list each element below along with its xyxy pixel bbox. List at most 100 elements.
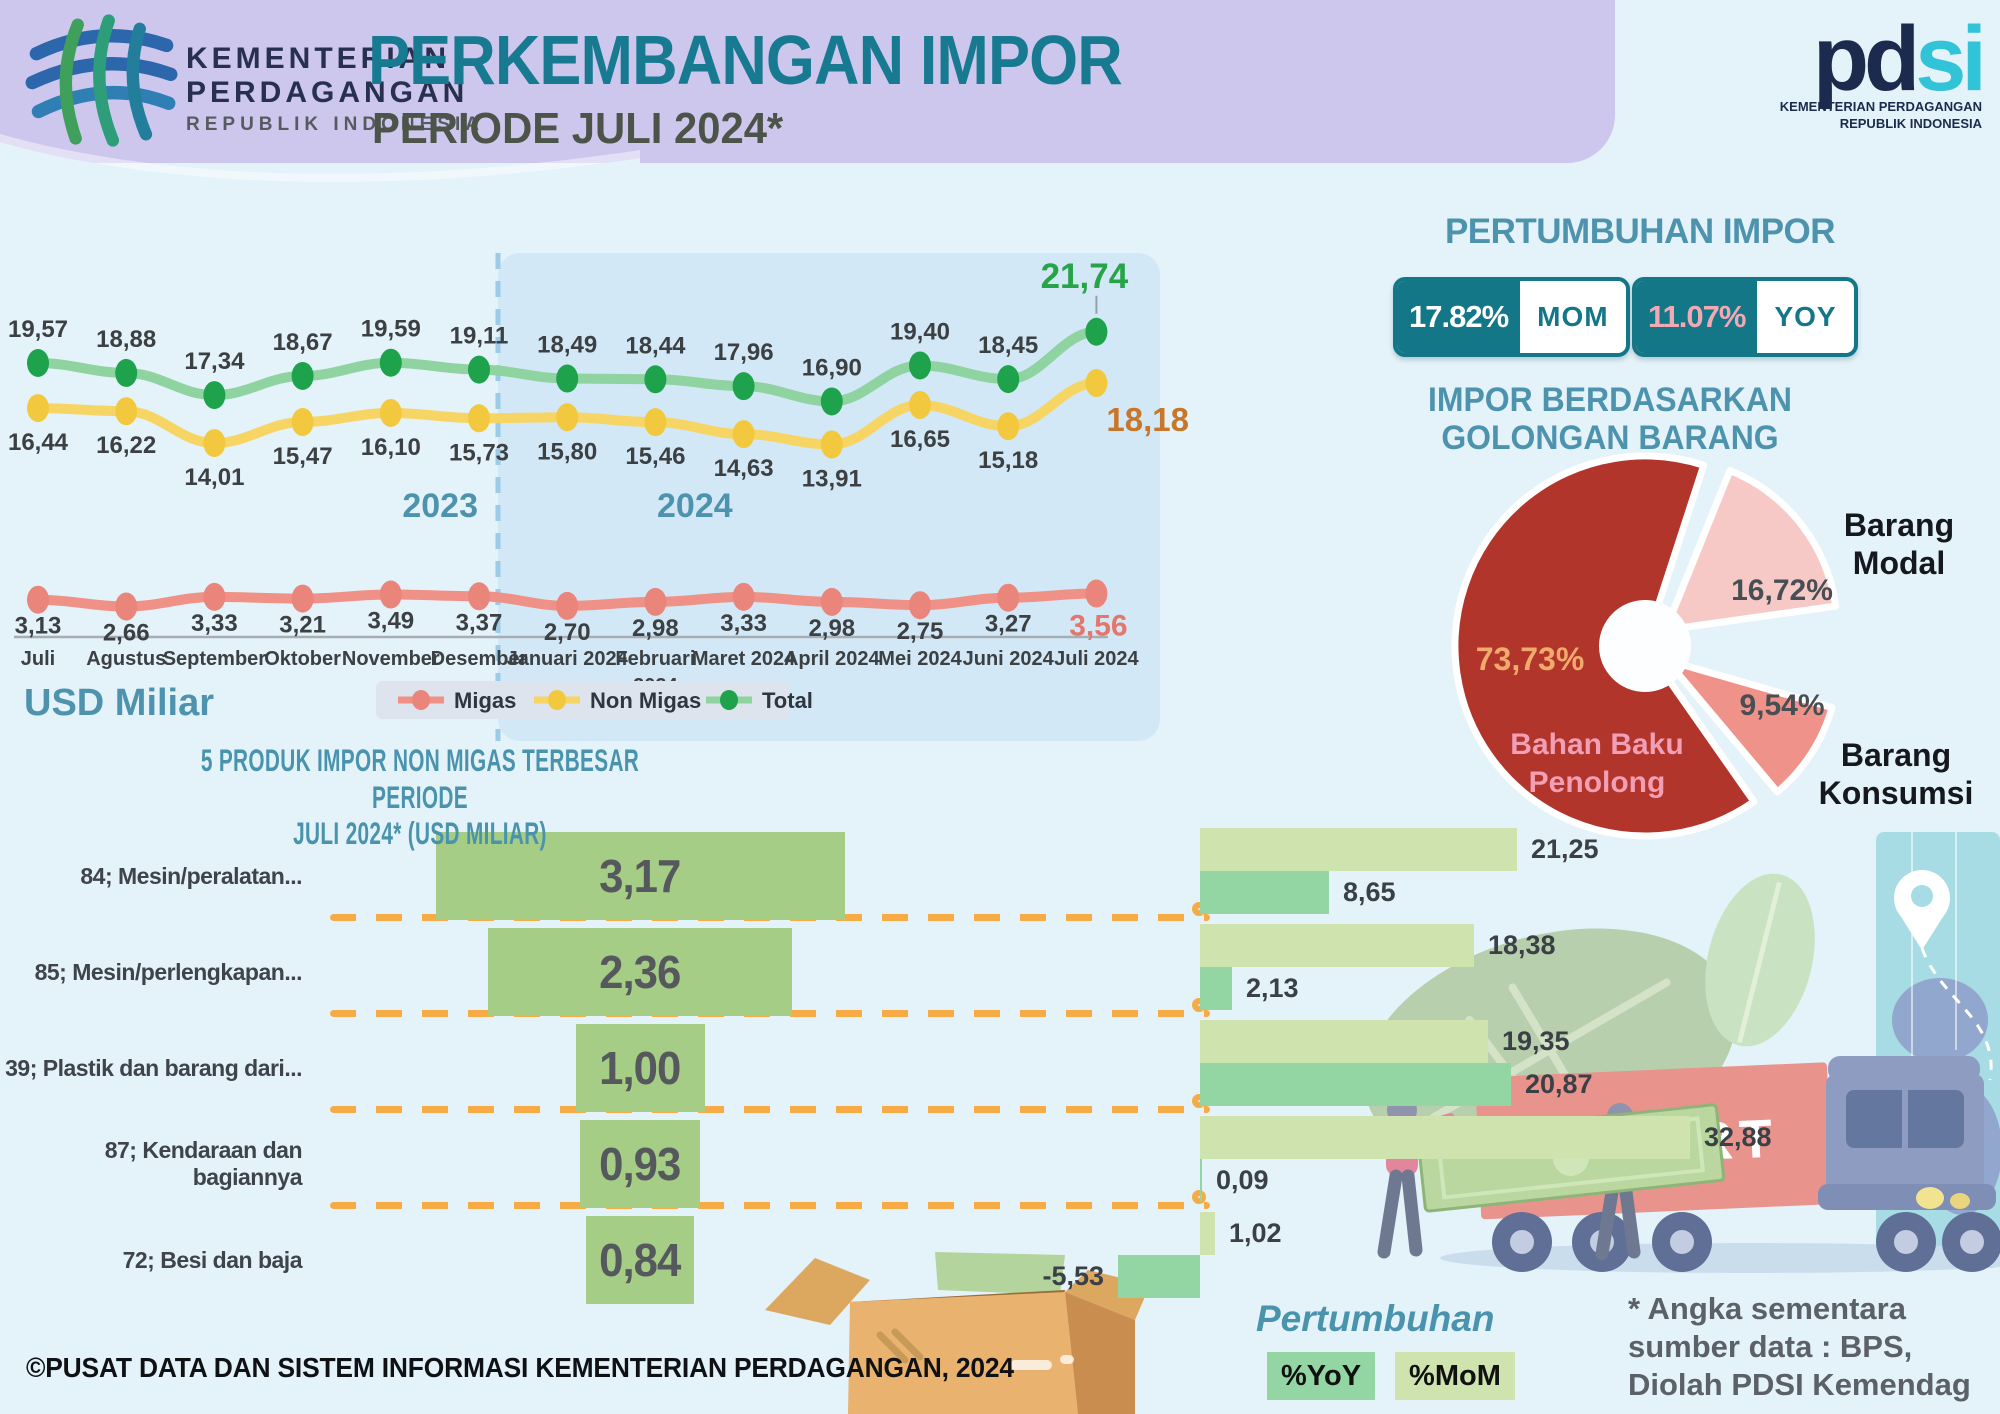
header-band xyxy=(0,0,1615,163)
import-category-pie-chart: 73,73%Bahan BakuPenolong16,72%BarangModa… xyxy=(1451,452,1973,840)
yoy-growth-bar xyxy=(1200,1063,1511,1106)
value-label: 18,44 xyxy=(625,332,686,359)
pdsi-wordmark: pdsi xyxy=(1652,13,1987,105)
data-point xyxy=(291,584,314,613)
data-point xyxy=(468,355,490,384)
mom-growth-value: 17.82% xyxy=(1397,281,1521,353)
product-label: 85; Mesin/perlengkapan... xyxy=(34,958,303,985)
pie-pct-label: 73,73% xyxy=(1476,641,1585,677)
data-point xyxy=(909,391,931,420)
data-point xyxy=(732,372,755,401)
import-trend-line-chart: USD Miliar 2023 2024 Juli AgustusSeptemberOk… xyxy=(8,253,1189,741)
data-point xyxy=(997,412,1020,441)
pie-slice-label: Barang xyxy=(1841,737,1951,773)
mom-growth-bar xyxy=(1200,828,1517,871)
yoy-growth-label: YOY xyxy=(1774,301,1837,332)
product-label: 84; Mesin/peralatan... xyxy=(80,862,302,889)
data-point xyxy=(644,408,667,437)
month-label: September xyxy=(163,648,267,670)
month-label: November xyxy=(342,648,440,670)
top-products-title: 5 PRODUK IMPOR NON MIGAS TERBESAR PERIOD… xyxy=(200,742,640,852)
value-label: 19,59 xyxy=(361,316,421,343)
page-title: PERKEMBANGAN IMPOR xyxy=(368,21,1123,99)
pie-slice-Barang Konsumsi xyxy=(1663,656,1836,796)
data-point xyxy=(997,583,1020,612)
value-label: 14,63 xyxy=(714,455,774,482)
month-label: Juni 2024 xyxy=(963,648,1055,670)
value-label: 18,49 xyxy=(537,332,597,359)
value-label: 3,21 xyxy=(279,612,326,639)
value-label: 15,47 xyxy=(273,443,333,470)
legend-label: Non Migas xyxy=(590,688,701,713)
mom-growth-badge: 17.82% MOM xyxy=(1393,277,1630,357)
row-divider-dash xyxy=(330,1202,1210,1209)
funnel-bar-value: 3,17 xyxy=(599,850,681,902)
funnel-bar: 3,17 xyxy=(435,832,845,920)
data-point xyxy=(644,587,667,616)
value-label: 15,46 xyxy=(625,443,685,470)
ministry-name-line1: KEMENTERIAN xyxy=(186,42,451,75)
data-point xyxy=(203,381,226,410)
data-point xyxy=(115,592,138,621)
mom-growth-value: 21,25 xyxy=(1531,834,1599,864)
year-2024-label: 2024 xyxy=(657,487,733,525)
data-point xyxy=(820,430,843,459)
yoy-growth-value: 2,13 xyxy=(1246,973,1299,1003)
yoy-legend-swatch: %YoY xyxy=(1267,1352,1376,1400)
month-label: Desember xyxy=(431,648,528,670)
value-label: 3,27 xyxy=(985,611,1032,638)
value-label: 3,33 xyxy=(720,610,767,637)
data-point xyxy=(27,394,49,423)
funnel-bar: 0,93 xyxy=(580,1120,700,1208)
data-point xyxy=(556,403,579,432)
data-point xyxy=(115,397,138,426)
value-label: 15,80 xyxy=(537,438,597,465)
mom-growth-value: 1,02 xyxy=(1229,1218,1282,1248)
value-label: 18,67 xyxy=(273,329,333,356)
data-point xyxy=(556,591,579,620)
value-label: 16,90 xyxy=(802,354,862,381)
value-label: 2,66 xyxy=(103,620,150,647)
pdsi-si: si xyxy=(1915,8,1987,110)
data-point xyxy=(291,408,314,437)
data-point xyxy=(644,365,667,394)
yoy-growth-value: 11.07% xyxy=(1636,281,1758,353)
month-label: Juli xyxy=(21,648,55,670)
mom-growth-bar xyxy=(1200,924,1474,967)
mom-growth-bar xyxy=(1200,1116,1690,1159)
leaf-decoration-small xyxy=(1705,873,1815,1047)
funnel-bar-value: 0,93 xyxy=(599,1138,681,1190)
data-point xyxy=(27,349,49,377)
month-label: Oktober xyxy=(264,648,341,670)
yoy-growth-bar xyxy=(1200,1159,1202,1202)
data-point xyxy=(468,404,490,433)
value-label: 3,33 xyxy=(191,610,238,637)
pdsi-caption: KEMENTERIAN PERDAGANGAN REPUBLIK INDONES… xyxy=(1779,99,1982,132)
value-label: 15,18 xyxy=(978,447,1038,474)
data-point xyxy=(379,580,402,609)
value-label: 14,01 xyxy=(184,464,244,491)
yoy-growth-value: 8,65 xyxy=(1343,877,1396,907)
yoy-growth-badge: 11.07% YOY xyxy=(1632,277,1858,357)
ministry-name-line3: REPUBLIK INDONESIA xyxy=(186,114,484,136)
data-point xyxy=(203,429,226,458)
value-label: 16,44 xyxy=(8,429,69,456)
mom-legend-swatch: %MoM xyxy=(1395,1352,1515,1400)
month-label: April 2024 xyxy=(784,648,880,670)
pie-slice-label: Barang xyxy=(1844,507,1954,543)
value-label: 2,75 xyxy=(897,618,944,645)
funnel-bar: 2,36 xyxy=(488,928,792,1016)
month-label: Mei 2024 xyxy=(878,648,962,670)
data-point xyxy=(909,351,931,380)
data-point xyxy=(379,398,402,427)
page-subtitle: PERIODE JULI 2024* xyxy=(372,104,784,153)
final-value-label: 3,56 xyxy=(1069,610,1127,643)
truck-cab xyxy=(1818,1056,1996,1210)
data-point xyxy=(732,582,755,611)
cardboard-box-illustration xyxy=(765,1252,1150,1414)
value-label: 2,98 xyxy=(808,615,855,642)
product-label: 72; Besi dan baja xyxy=(122,1246,303,1273)
pie-slice-Barang Modal xyxy=(1662,467,1840,634)
pdsi-logo: pdsi KEMENTERIAN PERDAGANGAN REPUBLIK IN… xyxy=(1652,13,1987,133)
